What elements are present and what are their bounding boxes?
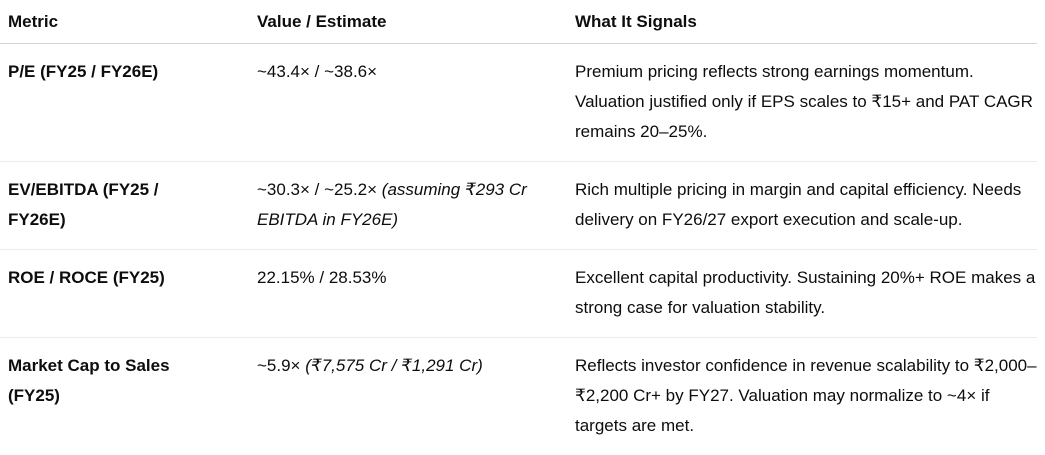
table-row: Market Cap to Sales (FY25) ~5.9× (₹7,575…: [0, 338, 1037, 455]
column-header-what-it-signals: What It Signals: [566, 0, 1037, 44]
value-text: 22.15% / 28.53%: [257, 268, 386, 287]
signals-cell: Reflects investor confidence in revenue …: [566, 338, 1037, 455]
value-cell: ~30.3× / ~25.2× (assuming ₹293 Cr EBITDA…: [248, 162, 566, 250]
header-row: Metric Value / Estimate What It Signals: [0, 0, 1037, 44]
value-cell: 22.15% / 28.53%: [248, 250, 566, 338]
value-text: ~43.4× / ~38.6×: [257, 62, 377, 81]
signals-cell: Excellent capital productivity. Sustaini…: [566, 250, 1037, 338]
signals-cell: Rich multiple pricing in margin and capi…: [566, 162, 1037, 250]
value-cell: ~5.9× (₹7,575 Cr / ₹1,291 Cr): [248, 338, 566, 455]
value-text: ~30.3× / ~25.2×: [257, 180, 377, 199]
signals-cell: Premium pricing reflects strong earnings…: [566, 44, 1037, 162]
table-row: ROE / ROCE (FY25) 22.15% / 28.53% Excell…: [0, 250, 1037, 338]
metric-cell: Market Cap to Sales (FY25): [0, 338, 248, 455]
table-header: Metric Value / Estimate What It Signals: [0, 0, 1037, 44]
metric-cell: ROE / ROCE (FY25): [0, 250, 248, 338]
metric-cell: EV/EBITDA (FY25 / FY26E): [0, 162, 248, 250]
column-header-value-estimate: Value / Estimate: [248, 0, 566, 44]
metric-cell: P/E (FY25 / FY26E): [0, 44, 248, 162]
table-row: EV/EBITDA (FY25 / FY26E) ~30.3× / ~25.2×…: [0, 162, 1037, 250]
table-body: P/E (FY25 / FY26E) ~43.4× / ~38.6× Premi…: [0, 44, 1037, 455]
value-text: ~5.9×: [257, 356, 301, 375]
value-note: (₹7,575 Cr / ₹1,291 Cr): [305, 356, 483, 375]
column-header-metric: Metric: [0, 0, 248, 44]
value-cell: ~43.4× / ~38.6×: [248, 44, 566, 162]
table-row: P/E (FY25 / FY26E) ~43.4× / ~38.6× Premi…: [0, 44, 1037, 162]
